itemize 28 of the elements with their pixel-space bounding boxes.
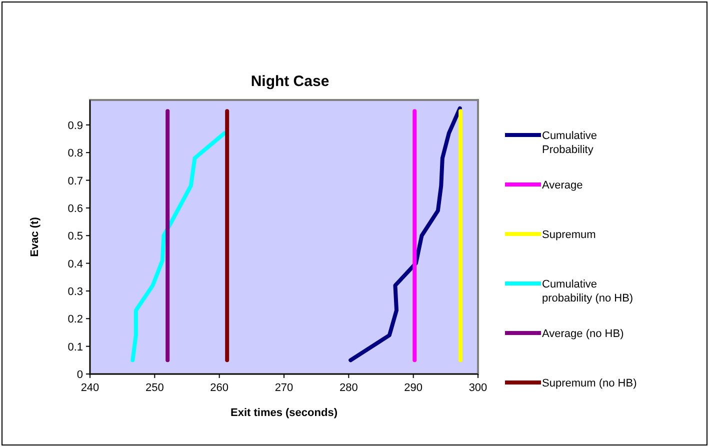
y-tick-label: 0.4 (68, 258, 83, 270)
line-series (348, 106, 462, 362)
x-tick-label: 300 (468, 382, 488, 394)
y-tick-label: 0.8 (68, 148, 83, 160)
legend-label: Supremum (542, 229, 596, 241)
legend-label: Cumulative Probability (542, 130, 598, 156)
y-tick-label: 0.1 (68, 341, 83, 354)
y-tick-label: 0.9 (68, 120, 83, 132)
x-tick-label: 250 (145, 382, 164, 394)
y-tick-label: 0.6 (68, 202, 83, 215)
y-tick-label: 0.5 (68, 230, 83, 243)
x-tick-label: 290 (404, 382, 423, 394)
legend-label: Cumulative probability (no HB) (542, 278, 634, 304)
y-tick-label: 0.2 (68, 314, 83, 326)
x-tick-label: 270 (274, 382, 294, 394)
legend-label: Supremum (no HB) (542, 378, 637, 390)
y-axis-title: Evac (t) (29, 216, 41, 257)
x-axis-title: Exit times (seconds) (230, 407, 338, 419)
y-tick-label: 0.3 (68, 286, 83, 298)
y-tick-label: 0.7 (68, 175, 83, 188)
x-tick-label: 240 (80, 382, 100, 394)
chart-title: Night Case (250, 73, 330, 90)
line-series (130, 131, 227, 362)
y-tick-label: 0 (76, 369, 83, 381)
legend-label: Average (no HB) (542, 328, 624, 340)
x-tick-label: 260 (210, 382, 229, 394)
x-tick-label: 280 (339, 382, 358, 394)
legend-label: Average (542, 180, 583, 192)
